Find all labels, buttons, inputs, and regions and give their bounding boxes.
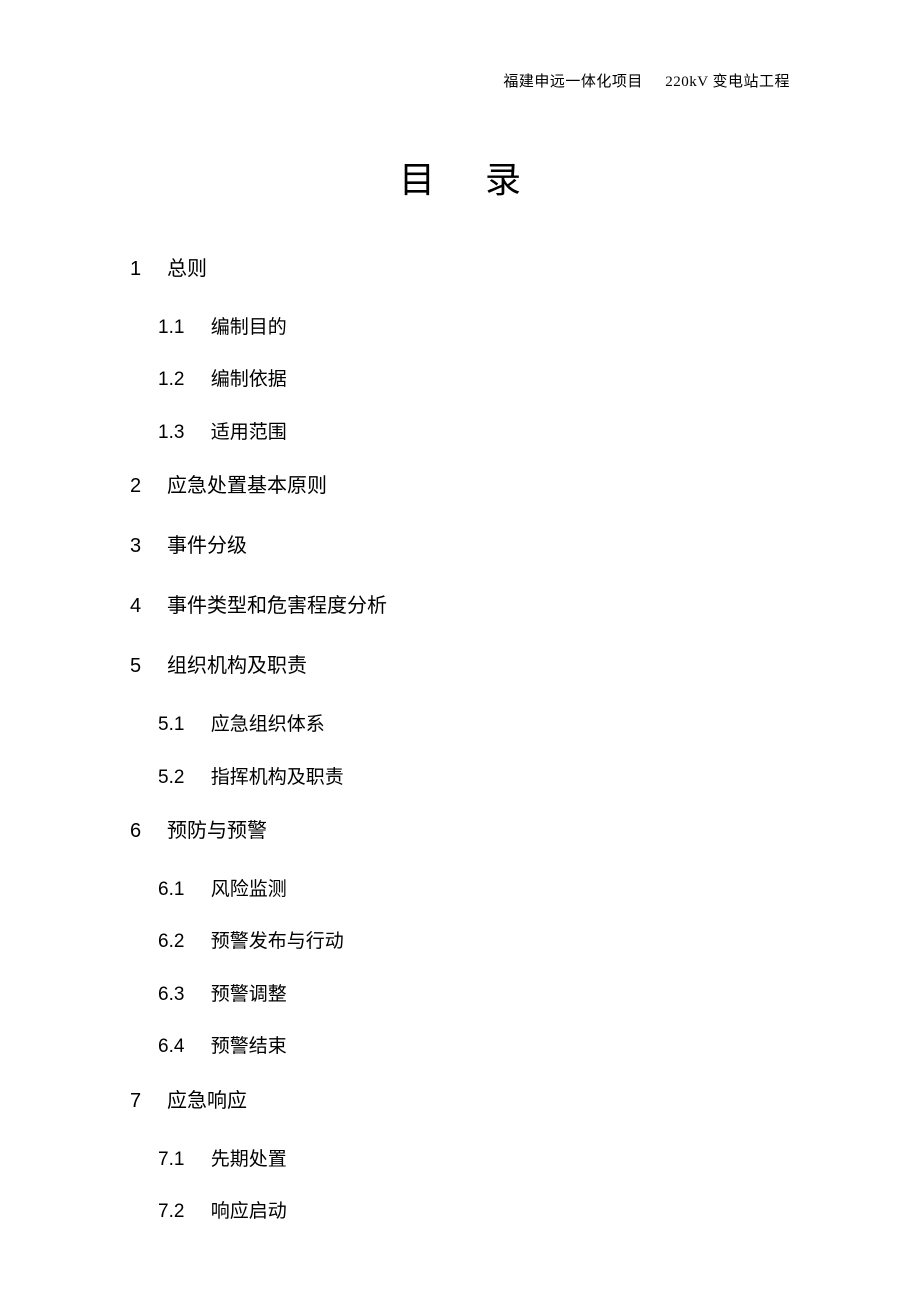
- toc-item-6-1: 6.1 风险监测: [130, 875, 790, 905]
- toc-item-7: 7 应急响应: [130, 1085, 790, 1117]
- toc-item-6: 6 预防与预警: [130, 815, 790, 847]
- toc-num: 6.2: [158, 927, 206, 957]
- toc-text: 风险监测: [211, 879, 287, 900]
- toc-section-3: 3 事件分级: [130, 530, 790, 562]
- toc-item-7-1: 7.1 先期处置: [130, 1145, 790, 1175]
- toc-item-1-2: 1.2 编制依据: [130, 365, 790, 395]
- toc-section-4: 4 事件类型和危害程度分析: [130, 590, 790, 622]
- toc-num: 7: [130, 1085, 162, 1117]
- toc-text: 指挥机构及职责: [211, 767, 344, 788]
- toc-text: 先期处置: [211, 1149, 287, 1170]
- toc-section-7: 7 应急响应 7.1 先期处置 7.2 响应启动: [130, 1085, 790, 1228]
- toc-num: 7.1: [158, 1145, 206, 1175]
- toc-item-5-2: 5.2 指挥机构及职责: [130, 763, 790, 793]
- header-subtitle: 220kV 变电站工程: [665, 74, 790, 90]
- toc-item-1-3: 1.3 适用范围: [130, 418, 790, 448]
- toc-text: 事件分级: [167, 535, 247, 557]
- toc-text: 事件类型和危害程度分析: [167, 595, 387, 617]
- toc-item-1: 1 总则: [130, 253, 790, 285]
- toc-item-4: 4 事件类型和危害程度分析: [130, 590, 790, 622]
- toc-text: 总则: [167, 258, 207, 280]
- toc-text: 编制依据: [211, 369, 287, 390]
- page-container: 福建申远一体化项目 220kV 变电站工程 目录 1 总则 1.1 编制目的 1…: [0, 0, 920, 1309]
- toc-text: 响应启动: [211, 1201, 287, 1222]
- toc-num: 1.3: [158, 418, 206, 448]
- toc-item-7-2: 7.2 响应启动: [130, 1197, 790, 1227]
- toc-text: 组织机构及职责: [167, 655, 307, 677]
- toc-num: 5.2: [158, 763, 206, 793]
- toc-title: 目录: [130, 151, 790, 203]
- toc-section-2: 2 应急处置基本原则: [130, 470, 790, 502]
- toc-num: 6: [130, 815, 162, 847]
- toc-item-5-1: 5.1 应急组织体系: [130, 710, 790, 740]
- toc-num: 2: [130, 470, 162, 502]
- header-project: 福建申远一体化项目: [503, 74, 643, 90]
- toc-text: 预警发布与行动: [211, 931, 344, 952]
- toc-text: 预防与预警: [167, 820, 267, 842]
- toc-text: 编制目的: [211, 317, 287, 338]
- toc-section-6: 6 预防与预警 6.1 风险监测 6.2 预警发布与行动 6.3 预警调整 6.…: [130, 815, 790, 1063]
- toc-num: 1.2: [158, 365, 206, 395]
- toc-section-1: 1 总则 1.1 编制目的 1.2 编制依据 1.3 适用范围: [130, 253, 790, 448]
- toc-num: 3: [130, 530, 162, 562]
- toc-num: 5: [130, 650, 162, 682]
- toc-num: 1.1: [158, 313, 206, 343]
- toc-num: 5.1: [158, 710, 206, 740]
- toc-num: 6.4: [158, 1032, 206, 1062]
- toc-text: 预警调整: [211, 984, 287, 1005]
- toc-text: 应急组织体系: [211, 714, 325, 735]
- toc-item-5: 5 组织机构及职责: [130, 650, 790, 682]
- page-header: 福建申远一体化项目 220kV 变电站工程: [130, 70, 790, 91]
- toc-item-2: 2 应急处置基本原则: [130, 470, 790, 502]
- toc-text: 应急处置基本原则: [167, 475, 327, 497]
- toc-num: 1: [130, 253, 162, 285]
- toc-item-1-1: 1.1 编制目的: [130, 313, 790, 343]
- toc-item-6-3: 6.3 预警调整: [130, 980, 790, 1010]
- toc-num: 4: [130, 590, 162, 622]
- toc-text: 预警结束: [211, 1036, 287, 1057]
- toc-text: 适用范围: [211, 422, 287, 443]
- toc-section-5: 5 组织机构及职责 5.1 应急组织体系 5.2 指挥机构及职责: [130, 650, 790, 793]
- toc-item-3: 3 事件分级: [130, 530, 790, 562]
- toc-text: 应急响应: [167, 1090, 247, 1112]
- toc-num: 6.3: [158, 980, 206, 1010]
- toc-num: 6.1: [158, 875, 206, 905]
- toc-num: 7.2: [158, 1197, 206, 1227]
- table-of-contents: 1 总则 1.1 编制目的 1.2 编制依据 1.3 适用范围 2 应急处置基本…: [130, 253, 790, 1227]
- toc-item-6-2: 6.2 预警发布与行动: [130, 927, 790, 957]
- toc-item-6-4: 6.4 预警结束: [130, 1032, 790, 1062]
